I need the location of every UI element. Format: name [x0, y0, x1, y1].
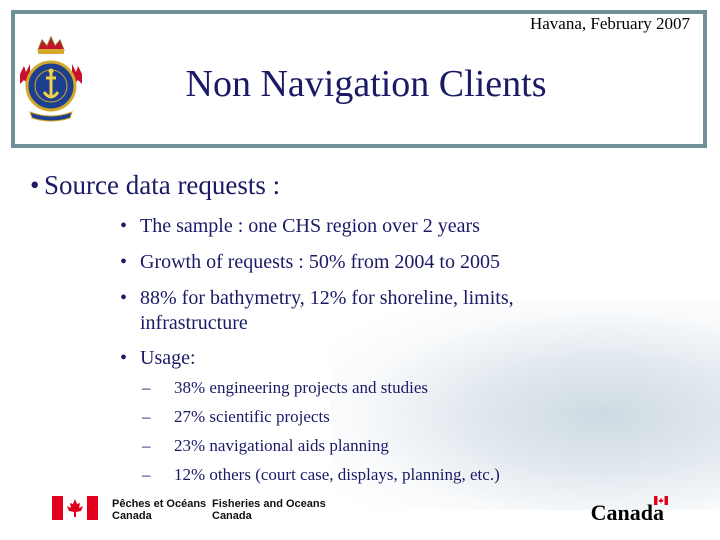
dept-en-line2: Canada [212, 510, 252, 522]
main-bullet-text: Source data requests : [44, 170, 281, 200]
header-date: Havana, February 2007 [529, 14, 690, 33]
usage-item-text: 27% scientific projects [174, 407, 330, 426]
header-frame-right [703, 10, 707, 148]
canada-wordmark: Canada [590, 500, 664, 525]
sub-bullet: • 88% for bathymetry, 12% for shoreline,… [120, 286, 514, 310]
sub-bullet: • Usage: [120, 346, 196, 370]
department-name-en: Fisheries and Oceans Canada [212, 498, 326, 522]
chs-crest-icon [20, 35, 82, 122]
sub-bullet-text: Growth of requests : 50% from 2004 to 20… [140, 251, 500, 273]
footer: Pêches et Océans Canada Fisheries and Oc… [0, 492, 720, 532]
dash-marker: – [142, 465, 151, 484]
sub-bullet-text: 88% for bathymetry, 12% for shoreline, l… [140, 287, 514, 309]
department-name-fr: Pêches et Océans Canada [112, 498, 206, 522]
main-bullet: • Source data requests : [30, 170, 281, 201]
dash-marker: – [142, 378, 151, 397]
wordmark-flag-icon [654, 496, 668, 505]
dash-marker: – [142, 436, 151, 455]
bullet-dot: • [120, 347, 128, 369]
sub-bullet-text: Usage: [140, 347, 196, 369]
usage-item: – 12% others (court case, displays, plan… [142, 465, 500, 485]
usage-item-text: 38% engineering projects and studies [174, 378, 428, 397]
bullet-dot: • [120, 287, 128, 309]
usage-item-text: 12% others (court case, displays, planni… [174, 465, 500, 484]
sub-bullet-text: infrastructure [140, 312, 248, 334]
sub-bullet-text: The sample : one CHS region over 2 years [140, 215, 480, 237]
slide-title: Non Navigation Clients [185, 63, 547, 105]
sub-bullet: • The sample : one CHS region over 2 yea… [120, 214, 480, 238]
bullet-dot: • [120, 215, 128, 237]
canada-flag-icon [52, 496, 98, 520]
bullet-dot: • [30, 170, 40, 200]
dept-fr-line1: Pêches et Océans [112, 498, 207, 510]
dept-en-line1: Fisheries and Oceans [212, 498, 326, 510]
sub-bullet: • Growth of requests : 50% from 2004 to … [120, 250, 500, 274]
usage-item-text: 23% navigational aids planning [174, 436, 389, 455]
usage-item: – 27% scientific projects [142, 407, 330, 427]
bullet-dot: • [120, 251, 128, 273]
dept-fr-line2: Canada [112, 510, 152, 522]
background-ice-image [330, 300, 720, 510]
header-frame [11, 10, 707, 148]
dash-marker: – [142, 407, 151, 426]
usage-item: – 23% navigational aids planning [142, 436, 389, 456]
sub-bullet-continuation: infrastructure [140, 311, 248, 335]
usage-item: – 38% engineering projects and studies [142, 378, 428, 398]
